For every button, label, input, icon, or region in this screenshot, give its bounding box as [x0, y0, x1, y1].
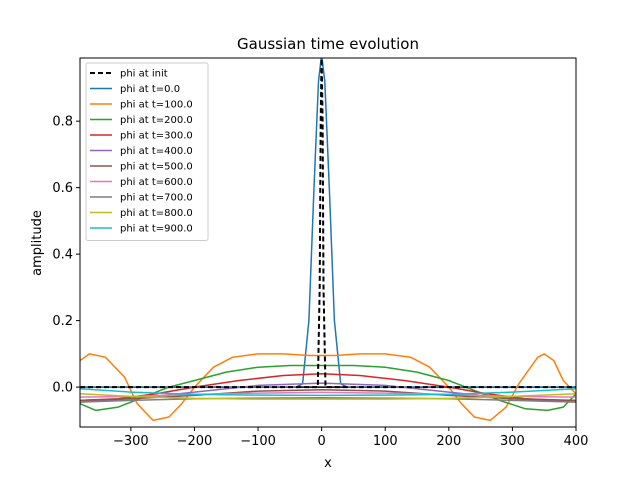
x-tick-label: 400 [564, 434, 589, 449]
legend-label: phi at t=900.0 [120, 224, 193, 235]
legend-label: phi at t=800.0 [120, 208, 193, 219]
x-tick-label: 200 [436, 434, 461, 449]
series-line-2 [80, 353, 576, 422]
x-tick-label: 300 [500, 434, 525, 449]
legend: phi at init phi at t=0.0 phi at t=100.0 phi… [85, 62, 209, 241]
x-tick-label: −100 [240, 434, 276, 449]
plot-area [79, 57, 577, 428]
y-tick-label: 0.2 [52, 314, 73, 329]
x-tick-label: −200 [177, 434, 213, 449]
x-tick-label: 0 [318, 434, 326, 449]
y-axis: 0.0 0.2 0.4 0.6 0.8 [52, 115, 80, 396]
y-tick-label: 0.8 [52, 115, 73, 130]
series-line-9 [80, 393, 576, 400]
chart-title: Gaussian time evolution [237, 35, 419, 53]
y-tick-label: 0.0 [52, 381, 73, 396]
x-tick-label: 100 [373, 434, 398, 449]
legend-label: phi at t=100.0 [120, 100, 193, 111]
legend-label: phi at t=200.0 [120, 115, 193, 126]
y-tick-label: 0.6 [52, 181, 73, 196]
x-axis: −300 −200 −100 0 100 200 300 400 [113, 427, 588, 449]
series-line-8 [80, 396, 576, 403]
legend-label: phi at t=300.0 [120, 131, 193, 142]
legend-label: phi at t=0.0 [120, 84, 180, 95]
legend-box [85, 62, 209, 241]
series-line-7 [80, 391, 576, 398]
series-line-10 [80, 388, 576, 397]
x-axis-label: x [324, 456, 332, 471]
y-tick-label: 0.4 [52, 248, 73, 263]
legend-label: phi at t=600.0 [120, 177, 193, 188]
legend-label: phi at t=700.0 [120, 193, 193, 204]
legend-label: phi at t=400.0 [120, 146, 193, 157]
y-axis-label: amplitude [30, 210, 45, 276]
legend-label: phi at init [120, 69, 168, 80]
legend-label: phi at t=500.0 [120, 162, 193, 173]
x-tick-label: −300 [113, 434, 149, 449]
